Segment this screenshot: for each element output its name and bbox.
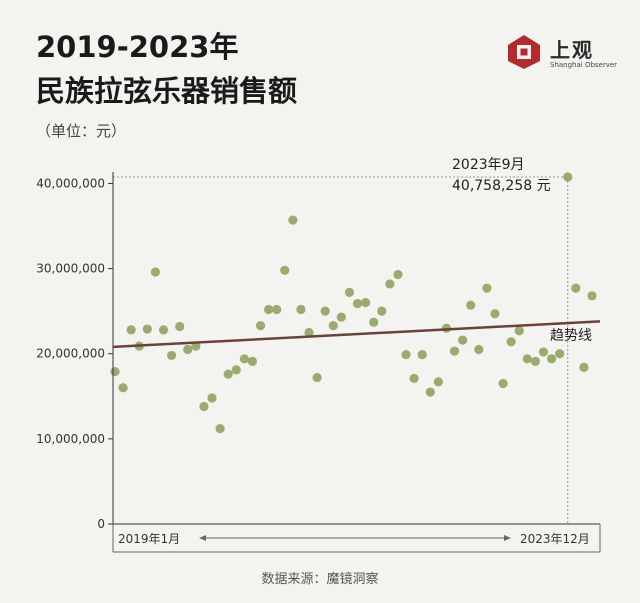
data-point (425, 387, 435, 397)
data-point (158, 325, 169, 335)
data-point (272, 304, 282, 315)
data-point (449, 346, 460, 356)
chart-title-line2: 民族拉弦乐器销售额 (36, 74, 298, 108)
data-point (312, 372, 322, 383)
data-point (506, 337, 516, 347)
data-point (110, 367, 120, 377)
chart-title-line1: 2019-2023年 (36, 30, 239, 64)
data-point (215, 424, 225, 434)
trend-line (112, 320, 601, 349)
data-point (546, 354, 557, 364)
y-tick-label: 30,000,000 (36, 262, 105, 276)
data-point (369, 317, 379, 327)
y-tick-label: 10,000,000 (36, 432, 105, 446)
data-point (530, 356, 541, 366)
data-point (183, 344, 193, 355)
data-point (474, 344, 484, 355)
data-source: 数据来源：魔镜洞察 (261, 572, 379, 587)
highlight-value-label: 40,758,258 元 (452, 178, 551, 194)
logo-name: 上观 (550, 38, 594, 62)
data-point (166, 350, 177, 361)
data-point (538, 347, 549, 357)
data-point (288, 215, 298, 225)
y-axis-ticks: 0 10,000,000 20,000,000 30,000,000 40,000,00… (36, 176, 113, 531)
data-point (175, 321, 185, 332)
data-point (247, 356, 258, 366)
data-point (466, 300, 476, 310)
data-point (150, 267, 161, 277)
data-point (239, 354, 249, 364)
logo: 上观 Shanghai Observer (506, 34, 618, 76)
data-point (352, 298, 363, 309)
y-tick-label: 40,000,000 (36, 176, 105, 190)
data-point (555, 349, 565, 359)
data-point (482, 283, 492, 293)
data-point (498, 378, 508, 389)
data-point (255, 321, 266, 331)
data-point (385, 279, 395, 289)
data-point (409, 373, 419, 384)
data-point (264, 304, 274, 315)
data-points (110, 172, 597, 434)
data-point (563, 172, 573, 182)
logo-subtitle: Shanghai Observer (550, 61, 618, 69)
data-point (142, 324, 152, 334)
highlight-date-label: 2023年9月 (452, 157, 525, 173)
timeline-arrow-right (504, 535, 511, 541)
timeline-arrow-left (199, 535, 206, 541)
data-point (361, 298, 371, 308)
data-point (344, 287, 355, 298)
data-point (207, 393, 217, 403)
data-point (377, 306, 387, 316)
data-point (393, 269, 403, 280)
y-tick-label: 20,000,000 (36, 347, 105, 361)
data-point (417, 349, 427, 360)
data-point (490, 309, 500, 319)
data-point (118, 383, 128, 393)
data-point (433, 377, 443, 387)
data-point (231, 365, 241, 375)
unit-label: （单位：元） (36, 122, 127, 140)
data-point (320, 306, 330, 316)
data-point (126, 325, 136, 335)
data-point (522, 354, 532, 364)
data-point (587, 291, 597, 301)
trend-label: 趋势线 (550, 328, 592, 344)
data-point (328, 321, 338, 331)
y-tick-label: 0 (97, 517, 105, 531)
shanghai-observer-logo-icon (508, 35, 540, 69)
data-point (280, 265, 290, 275)
data-point (571, 283, 581, 293)
data-point (199, 401, 209, 412)
data-point (514, 326, 524, 336)
data-point (304, 327, 314, 338)
data-point (223, 369, 233, 379)
data-point (579, 362, 589, 372)
data-point (336, 312, 346, 322)
data-point (401, 349, 411, 360)
data-point (296, 304, 306, 315)
scatter-chart: 0 10,000,000 20,000,000 30,000,000 40,000,00… (36, 157, 601, 553)
x-start-label: 2019年1月 (118, 532, 180, 546)
data-point (458, 335, 468, 345)
x-end-label: 2023年12月 (520, 532, 590, 546)
